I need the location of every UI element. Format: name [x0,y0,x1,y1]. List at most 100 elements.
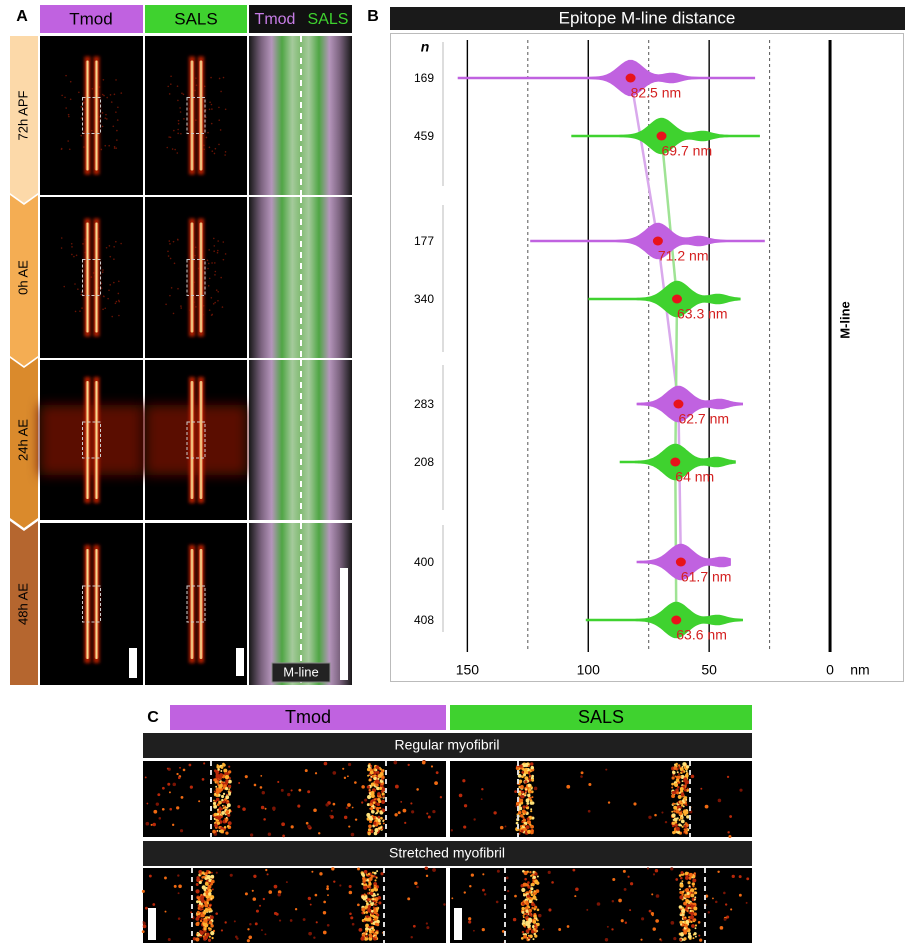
band-spot [695,924,697,926]
violin [458,60,755,96]
band-spot [685,822,688,825]
band-spot [373,906,375,908]
band-spot [378,819,381,822]
speckle [176,773,178,775]
micrograph [145,523,247,686]
band-spot [199,901,201,903]
micrograph [249,360,352,521]
speckle [104,117,106,119]
speckle [268,832,271,835]
band-spot [227,803,231,807]
speckle [102,271,104,273]
speckle [357,868,360,871]
speckle [153,810,157,814]
speckle [116,301,118,303]
speckle [265,869,267,871]
speckle [653,873,655,875]
band-spot [671,776,674,779]
speckle [253,897,257,901]
speckle [106,247,108,249]
speckle [277,893,280,896]
band-spot [209,882,211,884]
speckle [105,114,107,116]
mean-dot [657,132,667,141]
band-spot [674,783,678,787]
speckle [629,909,631,911]
band-spot [368,779,371,782]
band-spot [681,880,683,882]
speckle [581,771,584,774]
speckle [398,811,401,814]
band-spot [534,871,536,873]
band-spot [228,766,230,768]
speckle [152,903,155,906]
speckle [178,123,180,125]
band-spot [226,794,228,796]
speckle [223,259,225,261]
speckle [183,94,185,96]
band-spot [533,915,536,918]
speckle [414,882,417,885]
band-spot [215,786,217,788]
mean-dot [672,295,682,304]
value-label: 62.7 nm [678,411,729,427]
column-header-label: SALS [578,707,624,727]
speckle [500,826,504,830]
speckle [718,799,722,803]
value-label: 61.7 nm [681,569,732,585]
stripe [190,61,194,171]
band-spot [365,924,369,928]
speckle [493,811,496,814]
band-spot [531,883,534,886]
x-tick-label: 50 [701,662,717,678]
speckle [307,825,311,829]
speckle [82,243,84,245]
micrograph [40,197,143,359]
band-spot [227,825,230,828]
micrograph-bg [145,36,247,195]
band-spot [202,908,204,910]
band-spot [690,894,694,898]
speckle [260,786,263,789]
speckle [178,884,182,888]
speckle [434,781,438,785]
band-spot [524,878,527,881]
band-spot [201,899,205,903]
band-spot [526,903,528,905]
band-spot [686,910,688,912]
band-spot [684,830,687,833]
band-spot [529,871,531,873]
band-spot [371,794,375,798]
column-header-label: Tmod [285,707,331,727]
band-spot [522,768,525,771]
speckle [708,911,710,913]
speckle [468,920,471,923]
stripe [95,61,99,171]
micrograph [249,523,352,686]
band-spot [672,822,675,825]
stripe [199,549,203,659]
speckle [263,898,265,900]
band-spot [536,889,540,893]
band-spot [375,923,378,926]
speckle [213,303,215,305]
band-spot [374,898,376,900]
band-spot [374,769,376,771]
band-spot [205,882,209,886]
speckle [655,869,658,872]
speckle [712,898,714,900]
speckle [242,807,246,811]
value-label: 63.3 nm [677,306,728,322]
speckle [159,817,162,820]
n-label: 169 [414,71,434,85]
speckle [115,111,117,113]
band-spot [526,929,530,933]
speckle [168,240,170,242]
speckle [307,790,310,793]
speckle [315,894,318,897]
speckle [111,316,113,318]
band-spot [367,803,370,806]
band-spot [676,827,680,831]
band-spot [196,922,200,926]
speckle [104,307,106,309]
